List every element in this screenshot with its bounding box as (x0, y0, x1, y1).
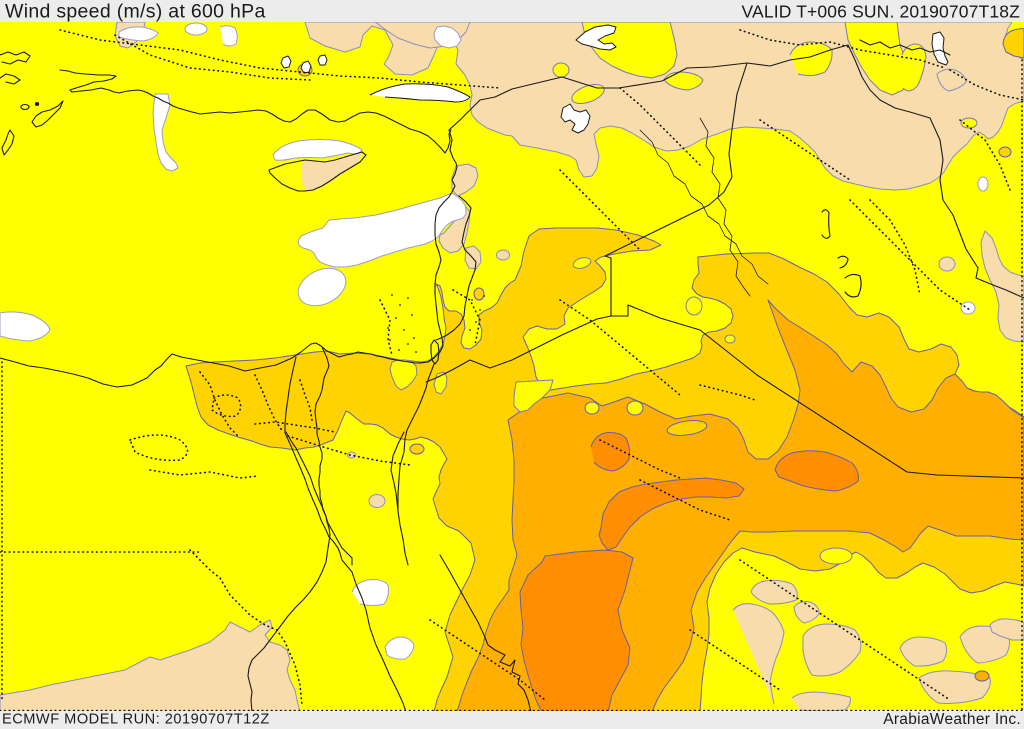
svg-text:ECMWF MODEL RUN: 20190707T12Z: ECMWF MODEL RUN: 20190707T12Z (2, 712, 270, 728)
svg-text:Wind speed (m/s) at 600 hPa: Wind speed (m/s) at 600 hPa (5, 1, 266, 23)
svg-text:VALID T+006 SUN. 20190707T18Z: VALID T+006 SUN. 20190707T18Z (741, 2, 1020, 22)
svg-text:ArabiaWeather Inc.: ArabiaWeather Inc. (883, 711, 1021, 728)
